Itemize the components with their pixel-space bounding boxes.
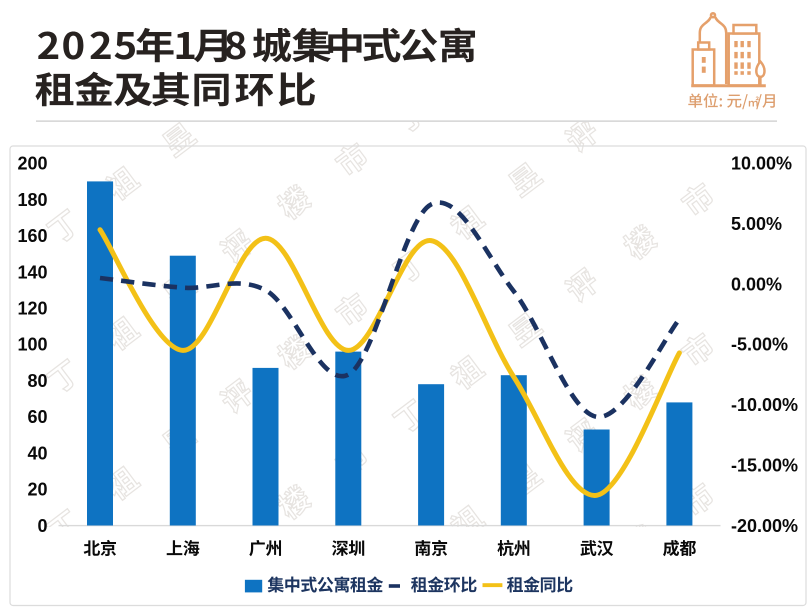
- svg-text:200: 200: [17, 154, 47, 174]
- svg-text:80: 80: [27, 371, 47, 391]
- svg-text:-10.00%: -10.00%: [731, 395, 798, 415]
- svg-text:0: 0: [37, 516, 47, 536]
- svg-text:100: 100: [17, 335, 47, 355]
- svg-text:40: 40: [27, 443, 47, 463]
- svg-text:140: 140: [17, 262, 47, 282]
- svg-text:180: 180: [17, 190, 47, 210]
- svg-text:120: 120: [17, 299, 47, 319]
- svg-text:160: 160: [17, 226, 47, 246]
- svg-text:5.00%: 5.00%: [731, 214, 782, 234]
- svg-text:60: 60: [27, 407, 47, 427]
- svg-text:-5.00%: -5.00%: [731, 335, 788, 355]
- svg-text:0.00%: 0.00%: [731, 274, 782, 294]
- svg-text:10.00%: 10.00%: [731, 154, 792, 174]
- svg-text:20: 20: [27, 480, 47, 500]
- svg-text:-20.00%: -20.00%: [731, 516, 798, 536]
- svg-text:-15.00%: -15.00%: [731, 455, 798, 475]
